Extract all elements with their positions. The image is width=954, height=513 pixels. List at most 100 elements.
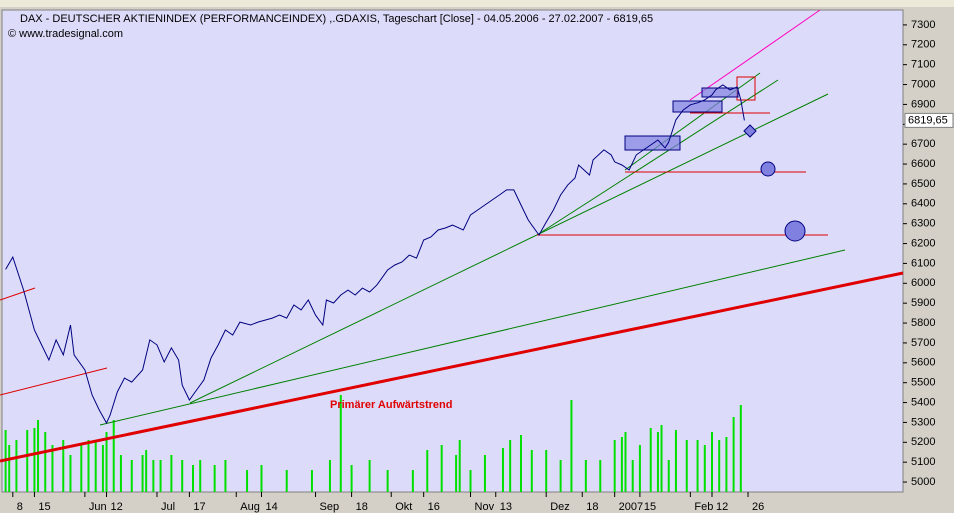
volume-bar [660, 425, 663, 492]
x-tick-label: 26 [752, 501, 764, 513]
volume-bar [328, 460, 331, 492]
y-tick-label: 5100 [911, 456, 935, 468]
volume-bar [519, 435, 522, 492]
x-tick-label: 12 [111, 501, 123, 513]
volume-bar [649, 428, 652, 492]
volume-bar [656, 432, 659, 492]
price-line [5, 84, 745, 425]
y-tick-label: 7300 [911, 19, 935, 31]
y-tick-label: 5000 [911, 476, 935, 488]
x-tick-label: Aug [240, 501, 260, 513]
volume-bar [44, 432, 47, 492]
trend-line [689, 9, 821, 101]
volume-bar [130, 460, 133, 492]
volume-bar [94, 440, 97, 492]
annotation: Primärer Aufwärtstrend [330, 399, 452, 411]
volume-bar [501, 448, 504, 492]
volume-bar [667, 460, 670, 492]
last-value-label: 6819,65 [908, 114, 948, 126]
volume-bar [545, 450, 548, 492]
x-tick-label: Jun [89, 501, 107, 513]
volume-bar [458, 440, 461, 492]
x-tick-label: Dez [550, 501, 570, 513]
primary-trend-line [0, 271, 904, 463]
range-box [624, 135, 681, 151]
x-tick-label: 18 [586, 501, 598, 513]
volume-bar [246, 470, 249, 492]
y-tick-label: 6600 [911, 158, 935, 170]
volume-bar [411, 470, 414, 492]
volume-bar [119, 455, 122, 492]
volume-bar [440, 445, 443, 492]
volume-bar [624, 432, 627, 492]
volume-bar [732, 417, 735, 492]
x-tick-label: Jul [161, 501, 175, 513]
x-tick-label: 15 [38, 501, 50, 513]
target-marker [743, 124, 757, 138]
volume-bar [105, 432, 108, 492]
last-value-box [904, 112, 954, 128]
volume-layer [4, 395, 742, 492]
volume-bar [101, 445, 104, 492]
volume-bar [696, 440, 699, 492]
volume-bar [631, 460, 634, 492]
volume-bar [170, 455, 173, 492]
x-tick-label: Feb [694, 501, 713, 513]
volume-bar [260, 465, 263, 492]
volume-bar [159, 460, 162, 492]
volume-bar [8, 445, 11, 492]
range-box [672, 100, 723, 113]
x-tick-label: 16 [428, 501, 440, 513]
volume-bar [725, 437, 728, 492]
volume-bar [426, 450, 429, 492]
y-tick-label: 5500 [911, 377, 935, 389]
target-marker [784, 220, 806, 242]
y-tick-label: 6100 [911, 257, 935, 269]
x-tick-label: 18 [356, 501, 368, 513]
y-tick-label: 5400 [911, 396, 935, 408]
x-tick-label: Nov [475, 501, 495, 513]
volume-bar [368, 460, 371, 492]
volume-bar [530, 450, 533, 492]
volume-bar [15, 440, 18, 492]
volume-bar [213, 465, 216, 492]
x-tick-label: 17 [193, 501, 205, 513]
x-tick-label: 2007 [619, 501, 643, 513]
target-marker [760, 161, 776, 177]
y-tick-label: 5600 [911, 357, 935, 369]
y-tick-label: 5800 [911, 317, 935, 329]
x-tick-label: Okt [395, 501, 412, 513]
x-tick-label: 12 [716, 501, 728, 513]
drawings [0, 9, 904, 463]
x-tick-label: 8 [17, 501, 23, 513]
volume-bar [224, 460, 227, 492]
y-tick-label: 7200 [911, 39, 935, 51]
volume-bar [192, 465, 195, 492]
volume-bar [69, 455, 72, 492]
volume-bar [599, 460, 602, 492]
volume-bar [145, 450, 148, 492]
volume-bar [469, 470, 472, 492]
y-tick-label: 5300 [911, 416, 935, 428]
volume-bar [112, 420, 115, 492]
volume-bar [37, 420, 40, 492]
trend-line [536, 79, 779, 236]
y-tick-label: 6300 [911, 218, 935, 230]
toolbar[interactable] [0, 0, 954, 7]
y-tick-label: 6000 [911, 277, 935, 289]
volume-bar [152, 460, 155, 492]
volume-bar [181, 460, 184, 492]
chart-subtitle: © www.tradesignal.com [8, 28, 123, 40]
volume-bar [674, 430, 677, 492]
volume-bar [638, 445, 641, 492]
volume-bar [285, 470, 288, 492]
plot-area [1, 9, 904, 493]
volume-bar [141, 455, 144, 492]
volume-bar [62, 440, 65, 492]
y-tick-label: 6200 [911, 237, 935, 249]
volume-bar [80, 445, 83, 492]
y-tick-label: 6700 [911, 138, 935, 150]
volume-bar [710, 432, 713, 492]
volume-bar [739, 405, 742, 492]
